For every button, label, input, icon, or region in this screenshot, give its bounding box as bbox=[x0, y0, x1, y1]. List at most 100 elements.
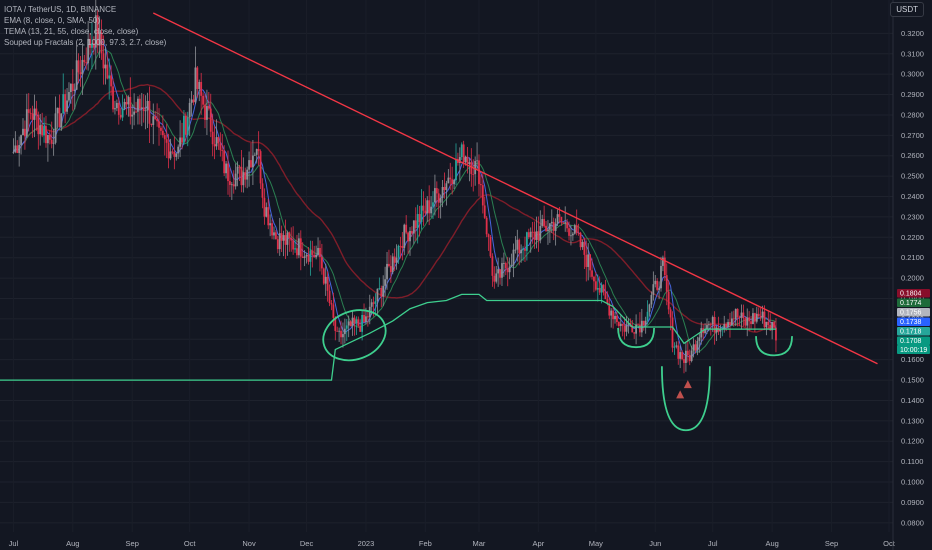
candle-body bbox=[305, 254, 308, 257]
candle bbox=[158, 108, 160, 146]
candle-body bbox=[129, 96, 132, 117]
candle-body bbox=[89, 38, 91, 48]
candle-body bbox=[658, 288, 660, 290]
y-tick-label: 0.1400 bbox=[901, 396, 924, 405]
candle bbox=[14, 131, 17, 154]
candle bbox=[422, 191, 425, 226]
legend-fractals[interactable]: Souped up Fractals (2, 1000, 97.3, 2.7, … bbox=[4, 38, 167, 47]
candle bbox=[389, 255, 392, 283]
candle bbox=[713, 311, 716, 345]
candle bbox=[583, 237, 586, 270]
candle-body bbox=[16, 145, 19, 154]
candle bbox=[518, 238, 521, 266]
candle bbox=[146, 92, 149, 129]
legend-ema[interactable]: EMA (8, close, 0, SMA, 50) bbox=[4, 16, 101, 25]
candle-body bbox=[662, 257, 664, 266]
legend-tema[interactable]: TEMA (13, 21, 55, close, close, close) bbox=[4, 27, 139, 36]
candle-body bbox=[196, 67, 199, 89]
candle-body bbox=[257, 149, 260, 152]
candle-body bbox=[742, 312, 745, 319]
candle-body bbox=[389, 266, 392, 273]
candle bbox=[662, 255, 664, 272]
candle-body bbox=[278, 233, 281, 250]
candle-body bbox=[274, 232, 277, 240]
candle-body bbox=[677, 345, 680, 359]
candle bbox=[732, 310, 735, 327]
x-tick-label: Oct bbox=[184, 539, 197, 548]
candle-body bbox=[380, 288, 383, 297]
candle-body bbox=[351, 317, 354, 327]
candle bbox=[215, 119, 218, 150]
candle bbox=[359, 319, 362, 332]
candle-body bbox=[422, 205, 425, 211]
candle-body bbox=[363, 314, 365, 322]
candle bbox=[207, 92, 210, 111]
candle bbox=[45, 115, 47, 148]
candle bbox=[491, 253, 494, 287]
candle bbox=[253, 152, 256, 156]
candle bbox=[114, 100, 116, 115]
y-tick-label: 0.3100 bbox=[901, 49, 924, 58]
candle-body bbox=[738, 317, 741, 318]
candle-body bbox=[434, 188, 436, 203]
candle-body bbox=[315, 254, 318, 258]
candle-body bbox=[292, 240, 295, 250]
candle-body bbox=[646, 311, 649, 321]
candle bbox=[240, 150, 243, 193]
candle-body bbox=[206, 106, 208, 120]
candle-body bbox=[495, 273, 498, 282]
candle-body bbox=[635, 324, 637, 334]
candle bbox=[303, 250, 306, 267]
x-tick-label: Oct bbox=[883, 539, 896, 548]
candle bbox=[775, 317, 777, 353]
candle bbox=[639, 312, 641, 337]
candle bbox=[529, 227, 532, 253]
candle-body bbox=[652, 284, 655, 295]
candle-body bbox=[589, 254, 592, 271]
candle-body bbox=[552, 221, 555, 231]
candle-body bbox=[106, 64, 109, 79]
candle-body bbox=[227, 163, 229, 182]
candle-body bbox=[518, 239, 521, 254]
candle bbox=[353, 315, 356, 336]
candle bbox=[736, 308, 739, 327]
candle bbox=[311, 240, 314, 268]
candle bbox=[485, 215, 488, 238]
candle-body bbox=[223, 150, 226, 174]
fractal-marker bbox=[676, 390, 685, 399]
candle bbox=[252, 140, 254, 185]
candle-body bbox=[87, 38, 90, 64]
candle bbox=[177, 144, 180, 160]
candle-body bbox=[43, 126, 45, 136]
candle bbox=[123, 98, 126, 111]
candle bbox=[660, 256, 662, 292]
candle bbox=[336, 326, 339, 332]
candle bbox=[60, 113, 63, 131]
candle-body bbox=[625, 324, 628, 332]
candle-body bbox=[510, 265, 513, 267]
candle bbox=[508, 257, 511, 280]
candle bbox=[77, 53, 80, 84]
candle-body bbox=[338, 330, 341, 332]
candle-body bbox=[92, 43, 95, 48]
candle-body bbox=[252, 155, 254, 168]
candle bbox=[403, 223, 406, 256]
candle-body bbox=[591, 270, 593, 277]
candle-body bbox=[265, 207, 268, 217]
candle-body bbox=[598, 288, 601, 293]
candle-body bbox=[119, 114, 122, 118]
candle bbox=[430, 196, 432, 218]
candle-body bbox=[12, 151, 15, 153]
candle-body bbox=[692, 344, 695, 351]
candle bbox=[466, 146, 469, 174]
candle-body bbox=[133, 111, 136, 115]
y-tick-label: 0.2600 bbox=[901, 151, 924, 160]
candle-body bbox=[761, 311, 764, 318]
legend-symbol[interactable]: IOTA / TetherUS, 1D, BINANCE bbox=[4, 5, 117, 14]
candle bbox=[137, 96, 139, 125]
candle bbox=[380, 285, 383, 308]
currency-selector[interactable]: USDT bbox=[890, 2, 924, 17]
